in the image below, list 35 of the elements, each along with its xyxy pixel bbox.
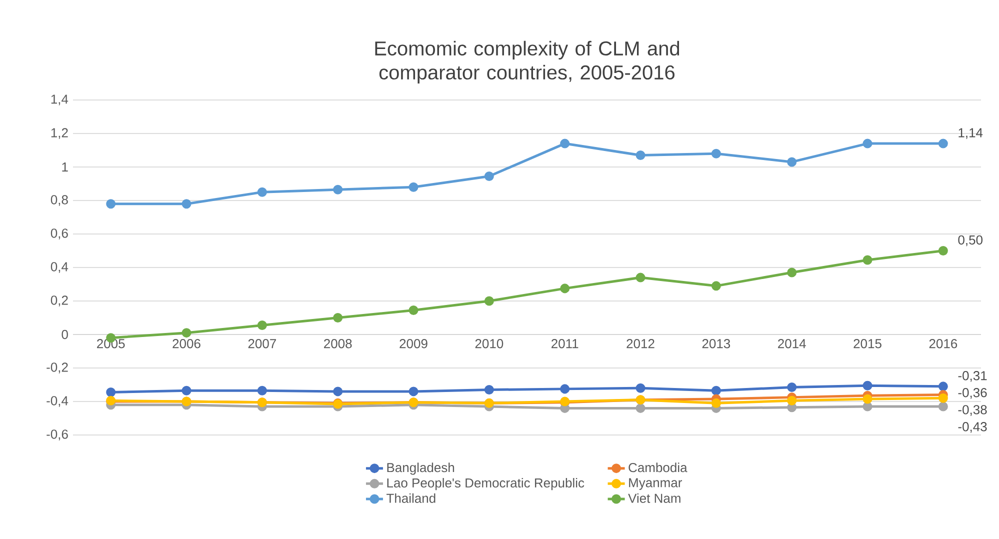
legend-label: Lao People's Democratic Republic: [387, 478, 584, 490]
x-tick-label: 2012: [626, 339, 654, 348]
y-tick-label: 0,6: [50, 228, 68, 240]
data-label: 1,14: [958, 128, 983, 139]
y-tick-label: 1: [62, 162, 68, 172]
x-tick-label: 2014: [778, 339, 806, 348]
chart-title: Ecomomic complexity of CLM and comparator countries, 2005-2016: [375, 40, 680, 84]
x-tick-label: 2009: [400, 339, 428, 348]
y-tick-label: 0,2: [50, 296, 68, 306]
y-tick-label: 1,4: [51, 94, 68, 106]
x-tick-label: 2013: [702, 339, 730, 348]
y-tick-label: -0,4: [46, 396, 68, 407]
x-tick-label: 2007: [248, 339, 276, 348]
legend-label: Thailand: [386, 493, 436, 503]
x-tick-label: 2015: [854, 339, 882, 348]
x-tick-label: 2011: [552, 339, 578, 348]
y-tick-label: 1,2: [51, 128, 68, 139]
x-tick-label: 2010: [475, 339, 504, 348]
data-label: 0,50: [958, 235, 982, 246]
legend-label: Cambodia: [628, 462, 688, 472]
data-label: -0,31: [958, 371, 987, 382]
y-tick-label: 0,8: [50, 195, 68, 206]
data-label: -0,38: [958, 405, 987, 416]
y-tick-label: 0,4: [50, 262, 68, 273]
x-tick-label: 2016: [929, 339, 958, 348]
legend-label: Bangladesh: [387, 462, 454, 475]
data-label: -0,43: [958, 422, 987, 433]
y-tick-label: -0,2: [46, 362, 68, 374]
x-tick-label: 2008: [324, 339, 352, 348]
legend-label: Myanmar: [629, 478, 682, 490]
x-tick-label: 2006: [172, 339, 200, 348]
data-label: -0,36: [958, 388, 987, 399]
y-tick-label: -0,6: [46, 430, 68, 440]
legend-label: Viet Nam: [628, 493, 680, 503]
y-tick-label: 0: [62, 330, 68, 340]
